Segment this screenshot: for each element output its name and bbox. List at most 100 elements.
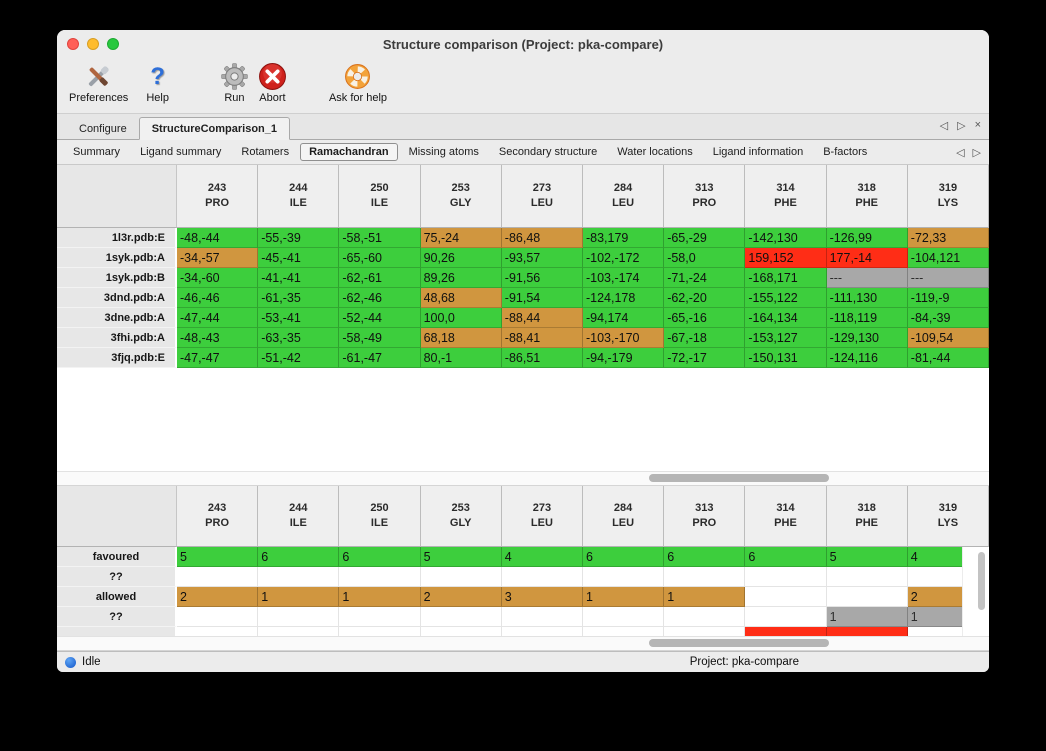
- table-cell[interactable]: [745, 607, 827, 627]
- column-header[interactable]: 284 LEU: [582, 486, 665, 547]
- ask-for-help-button[interactable]: Ask for help: [329, 61, 387, 104]
- row-label[interactable]: 3dne.pdb:A: [57, 308, 177, 328]
- column-header[interactable]: 250 ILE: [339, 486, 421, 547]
- column-header[interactable]: 243 PRO: [177, 165, 259, 228]
- table-cell[interactable]: [420, 567, 502, 587]
- table-cell[interactable]: 4: [501, 547, 583, 567]
- column-header[interactable]: 243 PRO: [177, 486, 259, 547]
- table-cell[interactable]: 80,-1: [420, 348, 502, 368]
- table-cell[interactable]: -47,-44: [177, 308, 259, 328]
- row-label[interactable]: [57, 627, 177, 636]
- table-cell[interactable]: 90,26: [420, 248, 502, 268]
- row-label[interactable]: allowed: [57, 587, 177, 607]
- zoom-window-button[interactable]: [107, 38, 119, 50]
- table-cell[interactable]: -47,-47: [177, 348, 259, 368]
- subtab-scroll-right-icon[interactable]: ▷: [972, 146, 981, 159]
- table-cell[interactable]: [501, 627, 583, 636]
- subtab-missing-atoms[interactable]: Missing atoms: [408, 146, 479, 158]
- table-cell[interactable]: 1: [339, 587, 421, 607]
- abort-button[interactable]: Abort: [258, 61, 287, 104]
- column-header[interactable]: 319 LYS: [907, 486, 989, 547]
- column-header[interactable]: 313 PRO: [664, 486, 746, 547]
- table-cell[interactable]: -58,-51: [339, 228, 421, 248]
- table-cell[interactable]: [664, 567, 746, 587]
- table-cell[interactable]: 75,-24: [420, 228, 502, 248]
- table-cell[interactable]: [501, 607, 583, 627]
- table-cell[interactable]: -168,171: [745, 268, 827, 288]
- column-header[interactable]: 253 GLY: [420, 165, 502, 228]
- table-cell[interactable]: -124,178: [582, 288, 665, 308]
- table-cell[interactable]: -86,48: [501, 228, 583, 248]
- column-header[interactable]: 284 LEU: [582, 165, 665, 228]
- table-cell[interactable]: -62,-46: [339, 288, 421, 308]
- tab-structurecomparison-1[interactable]: StructureComparison_1: [138, 117, 291, 140]
- table-cell[interactable]: [826, 627, 908, 636]
- help-button[interactable]: ? Help: [146, 61, 169, 104]
- row-label[interactable]: 3dnd.pdb:A: [57, 288, 177, 308]
- column-header[interactable]: 318 PHE: [826, 486, 908, 547]
- table-cell[interactable]: 6: [582, 547, 665, 567]
- subtab-summary[interactable]: Summary: [73, 146, 121, 158]
- subtab-water-locations[interactable]: Water locations: [617, 146, 693, 158]
- run-button[interactable]: Run: [221, 61, 248, 104]
- table-cell[interactable]: [582, 627, 665, 636]
- row-label[interactable]: 3fjq.pdb:E: [57, 348, 177, 368]
- table-cell[interactable]: -45,-41: [258, 248, 340, 268]
- column-header[interactable]: 244 ILE: [258, 486, 340, 547]
- table-cell[interactable]: -48,-44: [177, 228, 259, 248]
- table-cell[interactable]: -41,-41: [258, 268, 340, 288]
- tab-scroll-left-icon[interactable]: ◁: [939, 120, 949, 132]
- table-cell[interactable]: 2: [177, 587, 259, 607]
- table-cell[interactable]: [258, 607, 340, 627]
- table-cell[interactable]: -164,134: [745, 308, 827, 328]
- table-cell[interactable]: 6: [745, 547, 827, 567]
- table-cell[interactable]: [582, 567, 665, 587]
- subtab-scroll-left-icon[interactable]: ◁: [956, 146, 965, 159]
- table-cell[interactable]: -34,-60: [177, 268, 259, 288]
- table-cell[interactable]: -103,-170: [582, 328, 665, 348]
- table-cell[interactable]: -155,122: [745, 288, 827, 308]
- table-cell[interactable]: ---: [826, 268, 908, 288]
- table-cell[interactable]: [177, 627, 259, 636]
- table-cell[interactable]: -53,-41: [258, 308, 340, 328]
- tab-scroll-right-icon[interactable]: ▷: [957, 120, 966, 132]
- table-cell[interactable]: -65,-29: [664, 228, 746, 248]
- column-header[interactable]: 244 ILE: [258, 165, 340, 228]
- table-cell[interactable]: -94,-179: [582, 348, 665, 368]
- table-cell[interactable]: [664, 627, 746, 636]
- table-cell[interactable]: -129,130: [826, 328, 908, 348]
- table-cell[interactable]: -88,41: [501, 328, 583, 348]
- table-cell[interactable]: 100,0: [420, 308, 502, 328]
- column-header[interactable]: 319 LYS: [907, 165, 989, 228]
- tab-close-icon[interactable]: ×: [974, 119, 981, 131]
- table-cell[interactable]: 6: [258, 547, 340, 567]
- table-cell[interactable]: -61,-47: [339, 348, 421, 368]
- row-label[interactable]: 1syk.pdb:B: [57, 268, 177, 288]
- table-cell[interactable]: -88,44: [501, 308, 583, 328]
- row-label[interactable]: ??: [57, 567, 177, 587]
- titlebar[interactable]: Structure comparison (Project: pka-compa…: [57, 30, 989, 58]
- table-cell[interactable]: -103,-174: [582, 268, 665, 288]
- column-header[interactable]: 273 LEU: [501, 486, 583, 547]
- table-cell[interactable]: -124,116: [826, 348, 908, 368]
- column-header[interactable]: 314 PHE: [745, 165, 827, 228]
- table-cell[interactable]: 6: [339, 547, 421, 567]
- table-cell[interactable]: -52,-44: [339, 308, 421, 328]
- close-window-button[interactable]: [67, 38, 79, 50]
- table-cell[interactable]: -102,-172: [582, 248, 665, 268]
- table-cell[interactable]: -91,56: [501, 268, 583, 288]
- table-cell[interactable]: -126,99: [826, 228, 908, 248]
- table-cell[interactable]: -71,-24: [664, 268, 746, 288]
- table-cell[interactable]: -72,33: [907, 228, 989, 248]
- table-cell[interactable]: [339, 567, 421, 587]
- table-cell[interactable]: 1: [664, 587, 746, 607]
- table-cell[interactable]: -81,-44: [907, 348, 989, 368]
- table-cell[interactable]: ---: [907, 268, 989, 288]
- subtab-ligand-information[interactable]: Ligand information: [712, 146, 804, 158]
- table-cell[interactable]: [745, 567, 827, 587]
- table-cell[interactable]: -58,-49: [339, 328, 421, 348]
- table-cell[interactable]: 68,18: [420, 328, 502, 348]
- vertical-scrollbar-thumb[interactable]: [978, 552, 985, 610]
- table-cell[interactable]: [339, 607, 421, 627]
- subtab-b-factors[interactable]: B-factors: [823, 146, 868, 158]
